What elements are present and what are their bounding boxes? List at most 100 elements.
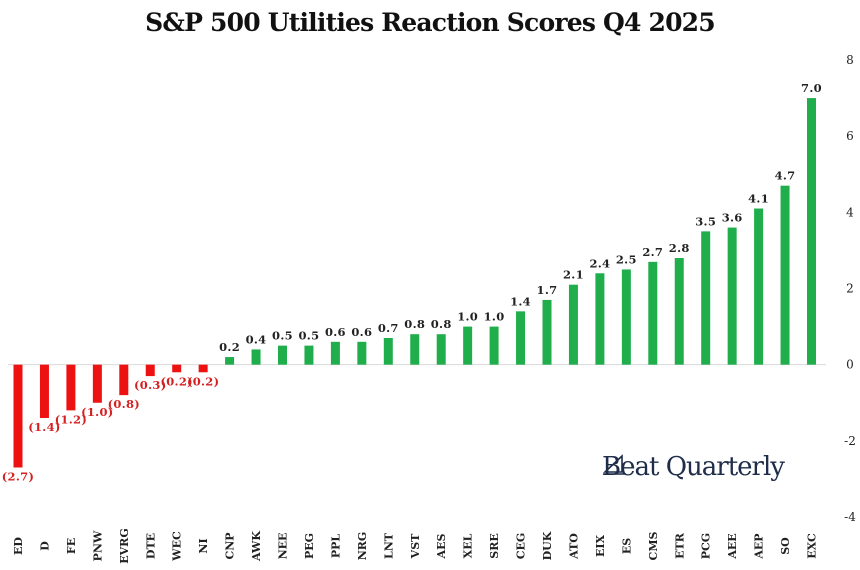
x-tick-label: EVRG	[118, 528, 131, 563]
bar	[595, 273, 605, 365]
data-label: 4.1	[748, 192, 769, 206]
data-label: (0.2)	[187, 374, 219, 388]
data-label: 1.0	[484, 310, 505, 324]
data-label: (0.3)	[134, 378, 166, 392]
data-label: (0.8)	[108, 397, 140, 411]
bar	[330, 341, 340, 365]
data-label: 2.8	[669, 241, 690, 255]
x-tick-label: D	[38, 541, 51, 551]
bar	[727, 227, 737, 365]
data-label: 0.5	[272, 329, 293, 343]
bar	[568, 284, 578, 365]
bar	[463, 326, 473, 365]
data-label: 3.6	[722, 211, 743, 225]
bar	[119, 364, 129, 396]
data-label: 1.0	[457, 310, 478, 324]
x-tick-label: SRE	[488, 533, 501, 558]
y-tick-label: -2	[844, 434, 856, 448]
x-tick-label: NRG	[356, 532, 369, 561]
x-tick-label: ED	[12, 537, 25, 555]
x-tick-label: AES	[435, 534, 448, 560]
y-tick-label: 4	[846, 205, 854, 219]
brand-logo: Beat Quarterly	[602, 452, 812, 482]
x-tick-label: EIX	[594, 535, 607, 558]
data-label: (1.2)	[55, 412, 87, 426]
data-label: 1.4	[510, 294, 531, 308]
y-tick-label: 6	[846, 129, 854, 143]
data-label: 2.4	[589, 256, 610, 270]
data-label: 7.0	[801, 81, 822, 95]
x-tick-label: ATO	[567, 533, 580, 560]
x-tick-label: CMS	[647, 532, 660, 561]
data-label: 4.7	[775, 169, 796, 183]
x-tick-label: ETR	[673, 532, 686, 559]
x-tick-label: AEE	[726, 533, 739, 559]
x-tick-label: XEL	[462, 533, 475, 558]
bar	[66, 364, 76, 411]
data-label: (1.0)	[81, 405, 113, 419]
bar	[383, 338, 393, 365]
bar	[198, 364, 208, 373]
data-label: 0.2	[219, 340, 240, 354]
x-tick-label: AEP	[753, 533, 766, 559]
bar	[754, 208, 764, 365]
data-label: (0.2)	[161, 374, 193, 388]
bar	[648, 261, 658, 365]
bar	[489, 326, 499, 365]
bar	[621, 269, 631, 365]
bar	[278, 345, 287, 365]
x-tick-label: PEG	[303, 533, 316, 559]
y-tick-label: -4	[844, 510, 856, 524]
bar	[780, 185, 790, 365]
x-tick-label: AWK	[250, 531, 263, 562]
bar	[172, 364, 182, 373]
data-label: 1.7	[537, 283, 558, 297]
x-tick-label: DUK	[541, 531, 554, 560]
y-tick-label: 8	[846, 53, 854, 67]
bar	[304, 345, 314, 365]
x-tick-label: NEE	[277, 533, 290, 560]
x-tick-label: DTE	[144, 533, 157, 559]
x-tick-label: CNP	[224, 532, 237, 559]
x-tick-label: ES	[620, 538, 633, 554]
bar	[410, 334, 420, 365]
y-tick-label: 0	[846, 358, 854, 372]
data-label: 0.4	[246, 332, 267, 346]
bar	[225, 357, 235, 365]
x-tick-label: FE	[65, 538, 78, 554]
data-label: 2.7	[642, 245, 663, 259]
data-label: 2.5	[616, 252, 637, 266]
chart-title: S&P 500 Utilities Reaction Scores Q4 202…	[145, 8, 716, 37]
data-label: 0.5	[298, 329, 319, 343]
bar	[92, 364, 102, 403]
data-label: 3.5	[695, 214, 716, 228]
x-tick-label: PNW	[91, 530, 104, 561]
data-label: 2.1	[563, 268, 584, 282]
bar	[145, 364, 155, 377]
x-tick-label: CEG	[515, 533, 528, 560]
data-label: 0.8	[431, 317, 452, 331]
data-label: 0.8	[404, 317, 425, 331]
bar	[13, 364, 23, 468]
data-label: 0.6	[325, 325, 346, 339]
sail-icon	[602, 454, 812, 479]
bar	[251, 349, 261, 365]
brand-name: Beat Quarterly	[602, 452, 785, 482]
bar	[39, 364, 49, 418]
bar	[357, 341, 367, 365]
x-tick-label: PPL	[329, 534, 342, 559]
bar	[807, 98, 816, 365]
x-tick-label: NI	[197, 538, 210, 553]
data-label: (1.4)	[28, 420, 60, 434]
y-tick-label: 2	[846, 282, 854, 296]
bar	[436, 334, 446, 365]
bar	[542, 299, 552, 365]
x-tick-label: EXC	[806, 533, 819, 559]
bar	[516, 311, 526, 365]
bar	[701, 231, 711, 365]
data-label: 0.7	[378, 321, 399, 335]
x-tick-label: LNT	[382, 532, 395, 559]
data-label: 0.6	[351, 325, 372, 339]
